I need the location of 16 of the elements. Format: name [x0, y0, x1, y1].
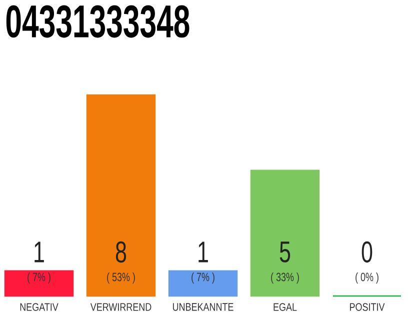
data-label: 1 [34, 242, 44, 262]
x-tick-label: VERWIRREND [90, 303, 152, 311]
annotation: ( 0% ) [356, 272, 378, 284]
x-tick-label: POSITIV [350, 303, 385, 311]
annotation: ( 7% ) [192, 272, 214, 284]
data-label: 0 [362, 241, 372, 263]
data-label: 5 [280, 242, 290, 262]
data-label: 1 [198, 242, 208, 262]
annotation: ( 53% ) [107, 272, 135, 284]
x-tick-label: NEGATIV [20, 303, 58, 311]
data-label: 8 [116, 241, 126, 263]
chart-title: 04331333348 [6, 5, 190, 38]
x-tick-label: UNBEKANNTE [172, 303, 234, 311]
annotation: ( 7% ) [28, 272, 50, 284]
x-tick-label: EGAL [274, 303, 297, 311]
annotation: ( 33% ) [271, 272, 299, 284]
